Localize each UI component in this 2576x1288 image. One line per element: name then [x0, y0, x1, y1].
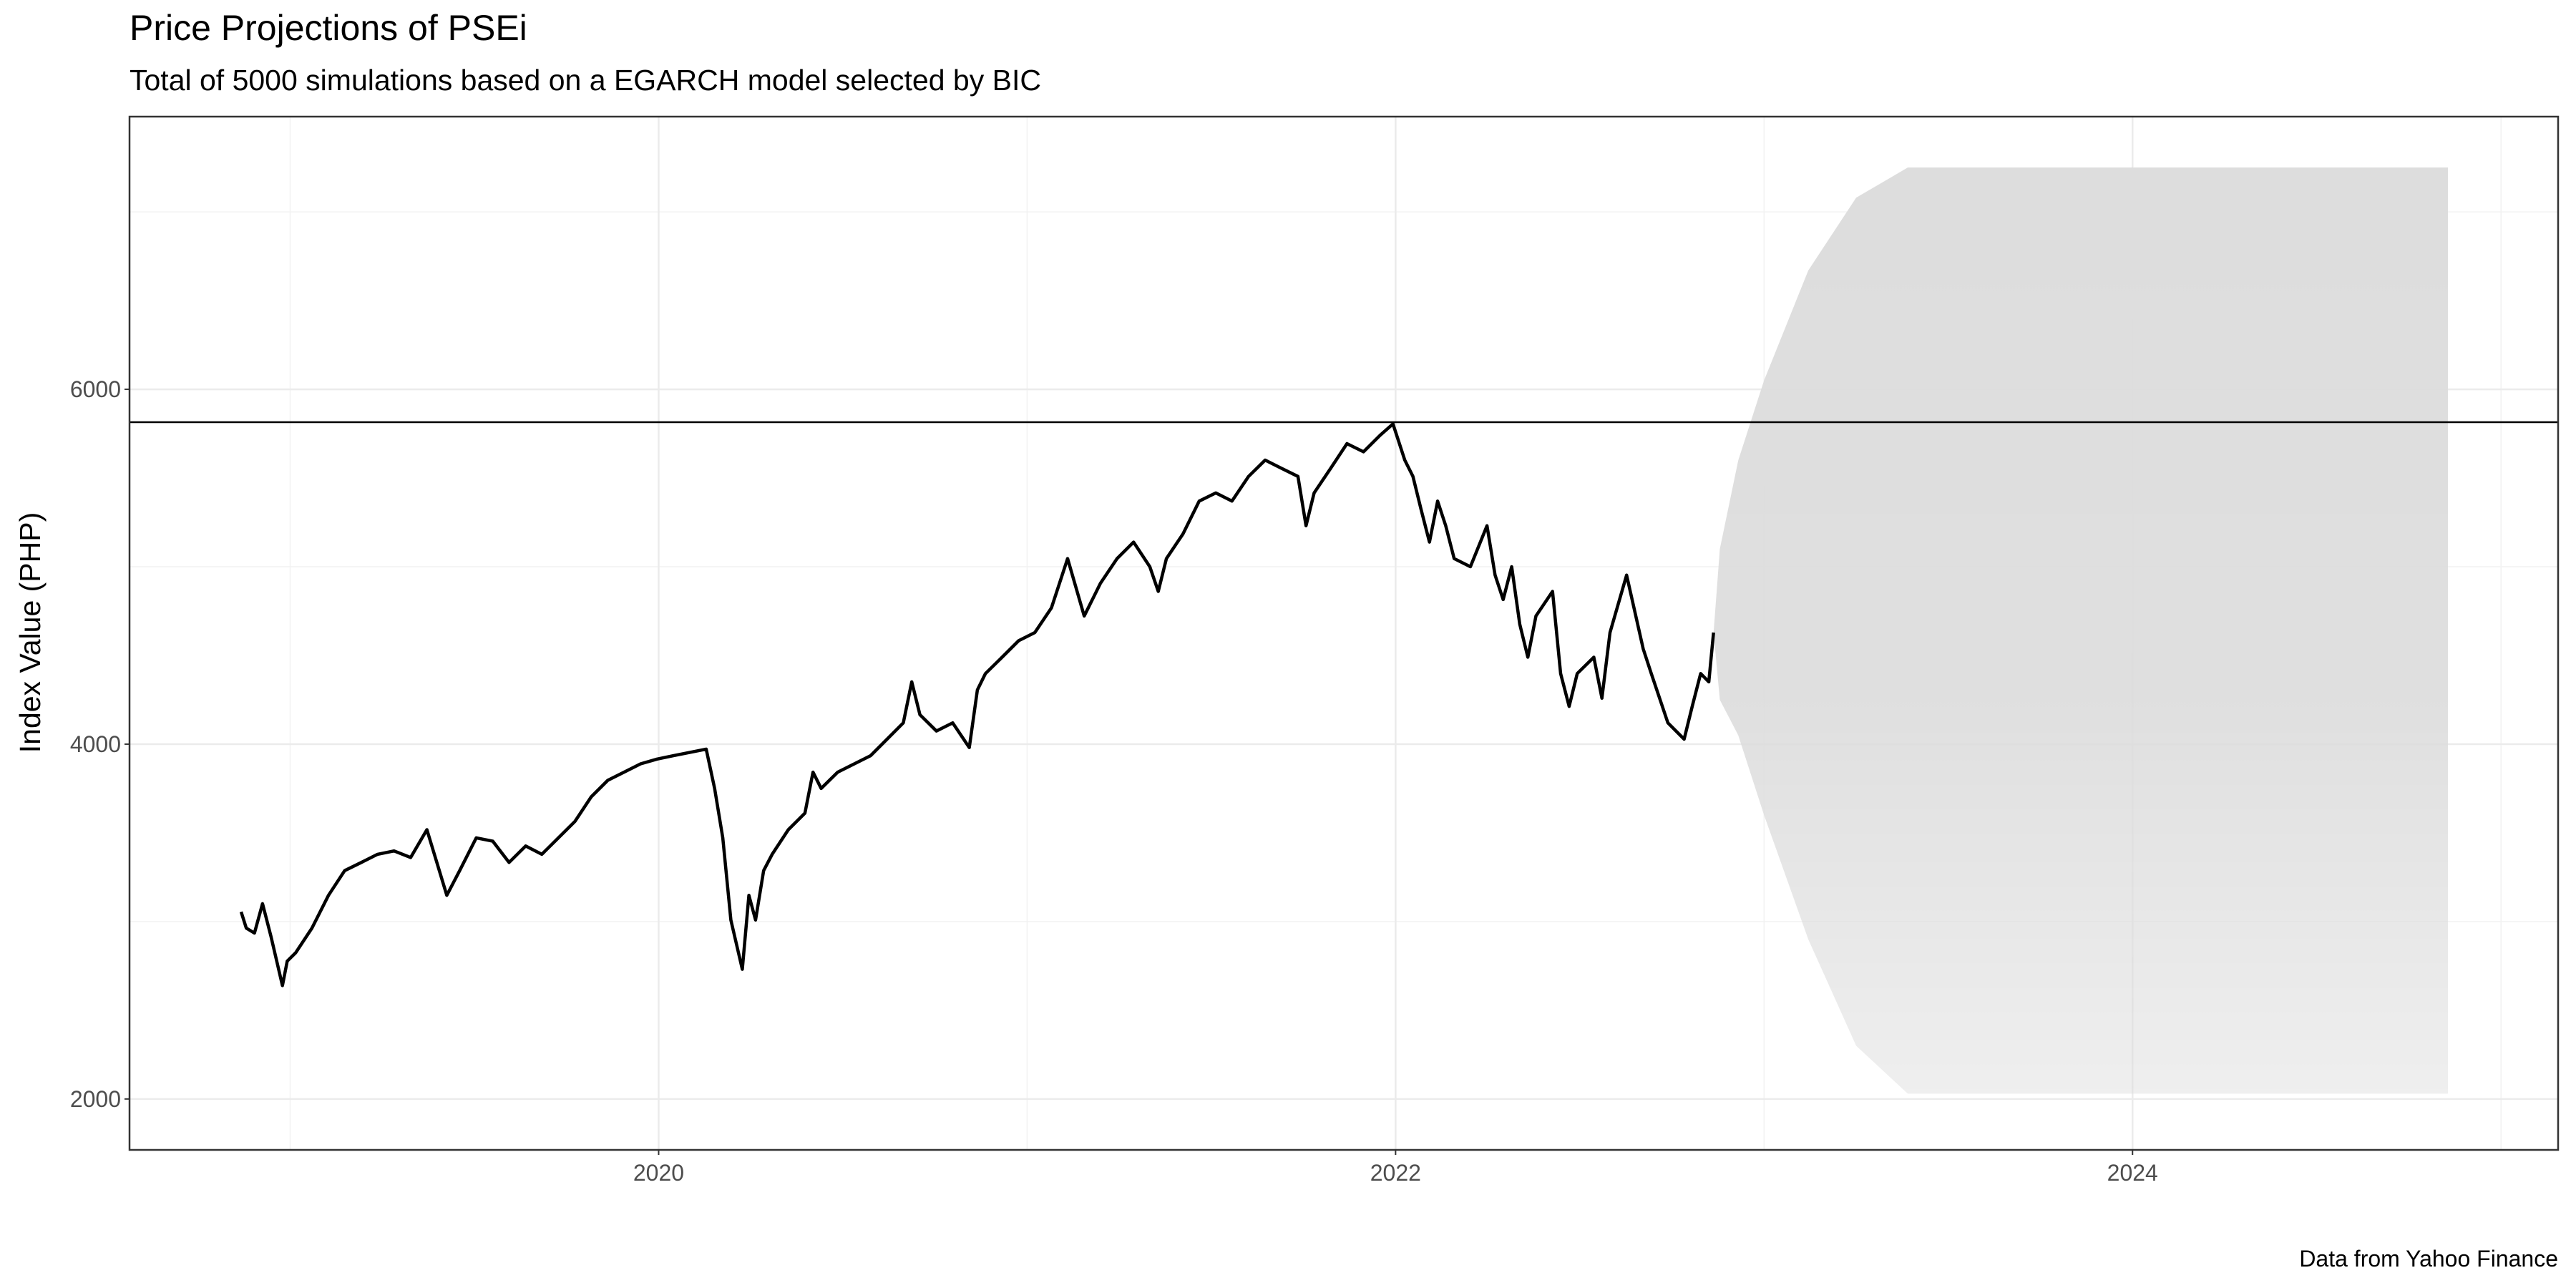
panel-border: [128, 115, 2560, 1151]
chart-subtitle: Total of 5000 simulations based on a EGA…: [130, 64, 1041, 97]
price-line: [239, 422, 1715, 987]
y-axis-label: Index Value (PHP): [14, 512, 47, 753]
x-tick-label: 2020: [633, 1160, 684, 1186]
simulation-band: [1713, 167, 2449, 1094]
y-tick-label: 2000: [70, 1086, 121, 1112]
caption: Data from Yahoo Finance: [2299, 1246, 2558, 1272]
x-tick-label: 2024: [2107, 1160, 2158, 1186]
chart-title: Price Projections of PSEi: [130, 8, 527, 48]
x-tick-label: 2022: [1370, 1160, 1421, 1186]
y-tick-label: 6000: [70, 376, 121, 402]
y-tick-label: 4000: [70, 731, 121, 757]
